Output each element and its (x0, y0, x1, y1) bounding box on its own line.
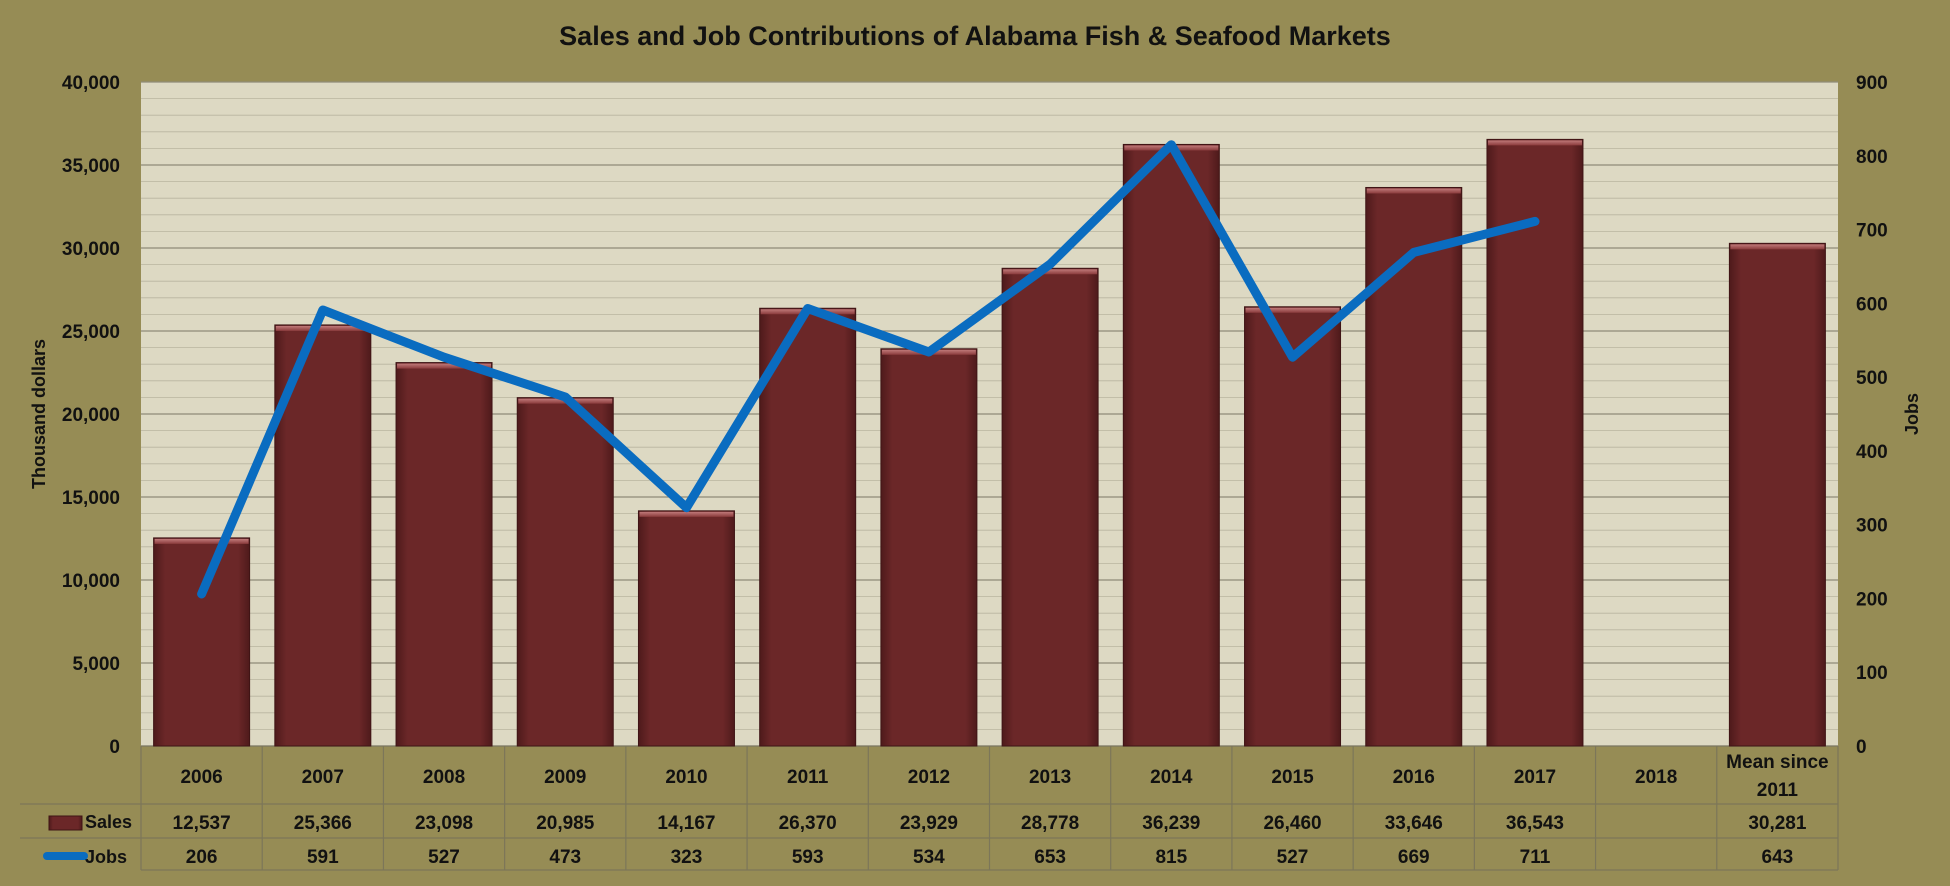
sales-bar-highlight (154, 538, 249, 544)
left-axis-ticks: 0 5,000 10,000 15,000 20,000 25,000 30,000 35,0… (62, 73, 120, 758)
sales-bar (1001, 267, 1099, 747)
sales-value-label: 14,167 (657, 813, 715, 834)
category-label: 2009 (544, 767, 586, 788)
jobs-value-label: 669 (1398, 847, 1430, 868)
sales-bar (880, 348, 978, 747)
jobs-legend-label: Jobs (85, 847, 127, 867)
category-label: Mean since (1726, 752, 1828, 773)
y2-tick-label: 0 (1856, 737, 1867, 758)
sales-bar-highlight (1487, 140, 1582, 146)
y-tick-label: 0 (109, 737, 120, 758)
y2-axis-title: Jobs (1902, 393, 1922, 435)
category-label: 2015 (1271, 767, 1314, 788)
category-label: 2013 (1029, 767, 1071, 788)
y-tick-label: 40,000 (62, 73, 120, 94)
sales-bar (1244, 306, 1342, 747)
jobs-value-label: 591 (307, 847, 339, 868)
y2-tick-label: 600 (1856, 294, 1888, 315)
sales-bar-highlight (1245, 307, 1340, 313)
jobs-value-label: 527 (428, 847, 460, 868)
sales-bar (1728, 242, 1826, 747)
sales-bar (637, 510, 735, 747)
y2-tick-label: 300 (1856, 516, 1888, 537)
jobs-line (197, 140, 1540, 599)
category-label: 2018 (1635, 767, 1677, 788)
category-label: 2007 (302, 767, 344, 788)
category-label: 2017 (1514, 767, 1556, 788)
jobs-value-label: 534 (913, 847, 945, 868)
chart-title: Sales and Job Contributions of Alabama F… (559, 21, 1391, 51)
jobs-value-label: 527 (1277, 847, 1309, 868)
y2-tick-label: 800 (1856, 147, 1888, 168)
sales-value-label: 36,239 (1142, 813, 1200, 834)
category-label: 2011 (787, 767, 829, 788)
jobs-value-label: 815 (1155, 847, 1187, 868)
data-table: 2006 2007 2008 2009 2010 2011 2012 2013 2014 2015… (20, 746, 1839, 871)
sales-bar (1122, 143, 1220, 747)
sales-bar (395, 362, 493, 747)
jobs-value-label: 711 (1520, 847, 1551, 868)
sales-bar-highlight (639, 511, 734, 517)
sales-value-label: 23,098 (415, 813, 473, 834)
jobs-value-label: 653 (1034, 847, 1066, 868)
sales-legend-label: Sales (85, 812, 132, 832)
sales-bar (759, 307, 857, 747)
y-tick-label: 5,000 (72, 654, 120, 675)
sales-bar-highlight (1730, 244, 1825, 250)
jobs-value-label: 206 (186, 847, 218, 868)
right-axis-ticks: 0 100 200 300 400 500 600 700 800 900 (1856, 73, 1888, 758)
sales-value-label: 33,646 (1385, 813, 1443, 834)
sales-value-label: 36,543 (1506, 813, 1564, 834)
y2-tick-label: 700 (1856, 221, 1888, 242)
y-tick-label: 25,000 (62, 322, 120, 343)
jobs-value-label: 643 (1762, 847, 1794, 868)
y-tick-label: 30,000 (62, 239, 120, 260)
sales-bar-highlight (1366, 188, 1461, 194)
y-tick-label: 20,000 (62, 405, 120, 426)
sales-bar-highlight (397, 363, 492, 369)
y-tick-label: 35,000 (62, 156, 120, 177)
y2-tick-label: 900 (1856, 73, 1888, 94)
sales-value-label: 26,460 (1263, 813, 1321, 834)
sales-value-label: 12,537 (173, 813, 231, 834)
y-axis-title: Thousand dollars (29, 339, 49, 489)
sales-bar-highlight (1003, 269, 1098, 275)
category-label: 2008 (423, 767, 465, 788)
sales-bar (1486, 138, 1584, 747)
category-label: 2012 (908, 767, 950, 788)
y2-tick-label: 500 (1856, 368, 1888, 389)
category-label: 2014 (1150, 767, 1193, 788)
y2-tick-label: 400 (1856, 442, 1888, 463)
sales-value-label: 28,778 (1021, 813, 1079, 834)
sales-legend-key (48, 815, 83, 831)
y-tick-label: 10,000 (62, 571, 120, 592)
jobs-value-label: 473 (549, 847, 581, 868)
category-label: 2016 (1393, 767, 1435, 788)
sales-bar (1365, 186, 1463, 747)
sales-bars (153, 138, 1826, 747)
y2-tick-label: 200 (1856, 589, 1888, 610)
sales-bar-highlight (275, 325, 370, 331)
category-label: 2006 (180, 767, 222, 788)
sales-value-label: 26,370 (779, 813, 837, 834)
sales-value-label: 20,985 (536, 813, 595, 834)
y2-tick-label: 100 (1856, 663, 1888, 684)
sales-bar (516, 397, 614, 747)
jobs-line-series (197, 140, 1540, 599)
jobs-value-label: 593 (792, 847, 824, 868)
sales-value-label: 23,929 (900, 813, 958, 834)
jobs-value-label: 323 (671, 847, 703, 868)
sales-value-label: 25,366 (294, 813, 352, 834)
y-tick-label: 15,000 (62, 488, 120, 509)
category-label: 2011 (1757, 780, 1799, 801)
category-label: 2010 (665, 767, 707, 788)
sales-bar (153, 537, 251, 747)
sales-value-label: 30,281 (1748, 813, 1807, 834)
